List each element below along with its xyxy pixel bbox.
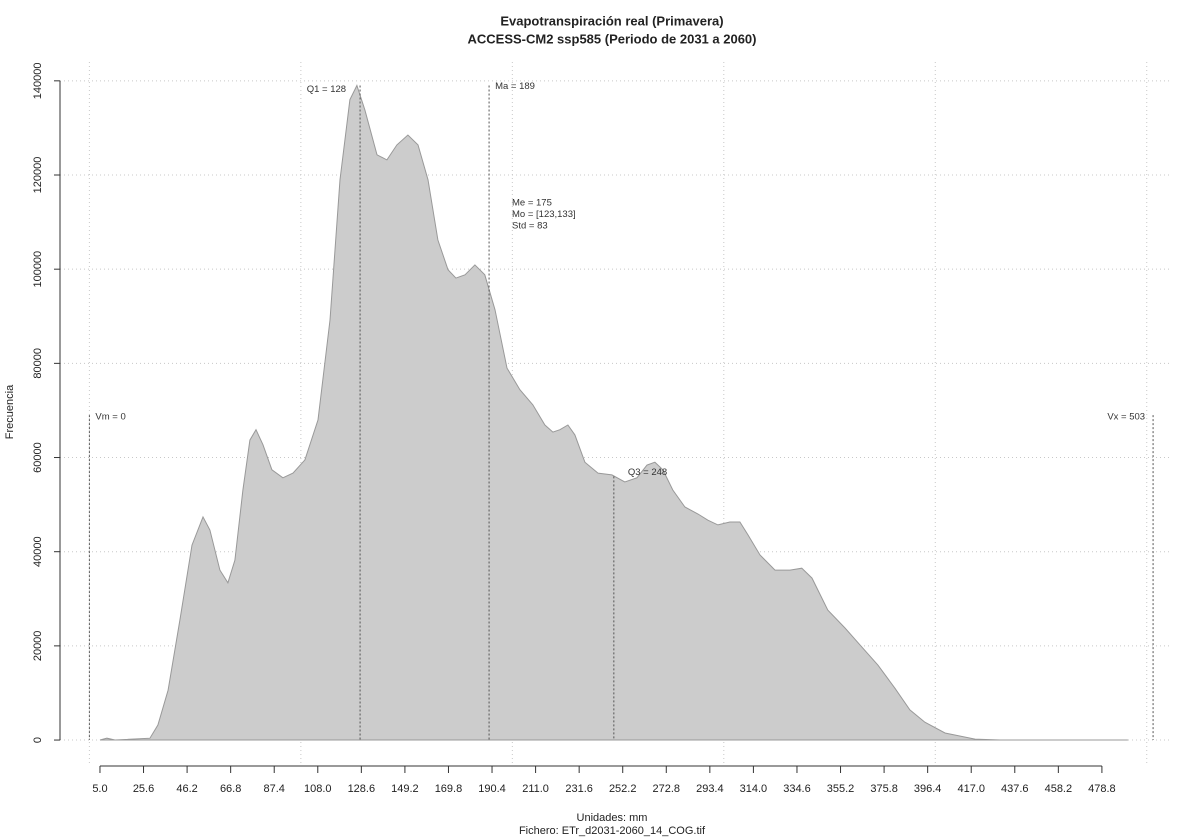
y-tick-label: 0 (32, 737, 44, 743)
x-tick-label: 87.4 (264, 783, 285, 795)
x-tick-label: 169.8 (435, 783, 463, 795)
stat-annotation: Me = 175 (512, 198, 552, 209)
stat-annotation: Std = 83 (512, 221, 548, 232)
chart-title: Evapotranspiración real (Primavera) (500, 13, 723, 28)
x-tick-label: 396.4 (914, 783, 942, 795)
x-tick-label: 231.6 (565, 783, 593, 795)
y-tick-label: 80000 (32, 348, 44, 379)
caption: Fichero: ETr_d2031-2060_14_COG.tif (519, 825, 706, 837)
x-tick-label: 293.4 (696, 783, 724, 795)
chart-subtitle: ACCESS-CM2 ssp585 (Periodo de 2031 a 206… (467, 31, 756, 46)
x-tick-label: 128.6 (348, 783, 376, 795)
y-tick-label: 40000 (32, 536, 44, 567)
stat-label: Vm = 0 (95, 412, 125, 423)
stat-label: Q3 = 248 (628, 467, 667, 478)
x-tick-label: 314.0 (740, 783, 768, 795)
stat-annotation: Mo = [123,133] (512, 209, 576, 220)
x-tick-label: 190.4 (478, 783, 506, 795)
y-tick-label: 20000 (32, 631, 44, 662)
x-tick-label: 417.0 (957, 783, 985, 795)
x-tick-label: 5.0 (92, 783, 107, 795)
x-tick-label: 375.8 (870, 783, 898, 795)
stat-label: Vx = 503 (1107, 412, 1145, 423)
x-tick-label: 46.2 (176, 783, 197, 795)
stat-label: Ma = 189 (495, 81, 535, 92)
x-tick-label: 478.8 (1088, 783, 1116, 795)
x-axis-label: Unidades: mm (577, 812, 648, 824)
x-tick-label: 211.0 (522, 783, 549, 795)
x-tick-label: 149.2 (391, 783, 419, 795)
y-tick-label: 60000 (32, 442, 44, 473)
x-tick-label: 252.2 (609, 783, 637, 795)
x-tick-label: 437.6 (1001, 783, 1029, 795)
y-tick-label: 140000 (32, 62, 44, 99)
y-tick-label: 120000 (32, 157, 44, 194)
x-tick-label: 272.8 (653, 783, 681, 795)
x-tick-label: 25.6 (133, 783, 154, 795)
x-tick-label: 458.2 (1045, 783, 1073, 795)
x-tick-label: 334.6 (783, 783, 811, 795)
y-axis-label: Frecuencia (4, 384, 16, 439)
density-area (99, 84, 1128, 741)
stat-label: Q1 = 128 (307, 84, 346, 95)
y-tick-label: 100000 (32, 251, 44, 288)
x-tick-label: 66.8 (220, 783, 241, 795)
x-tick-label: 108.0 (304, 783, 332, 795)
x-tick-label: 355.2 (827, 783, 855, 795)
